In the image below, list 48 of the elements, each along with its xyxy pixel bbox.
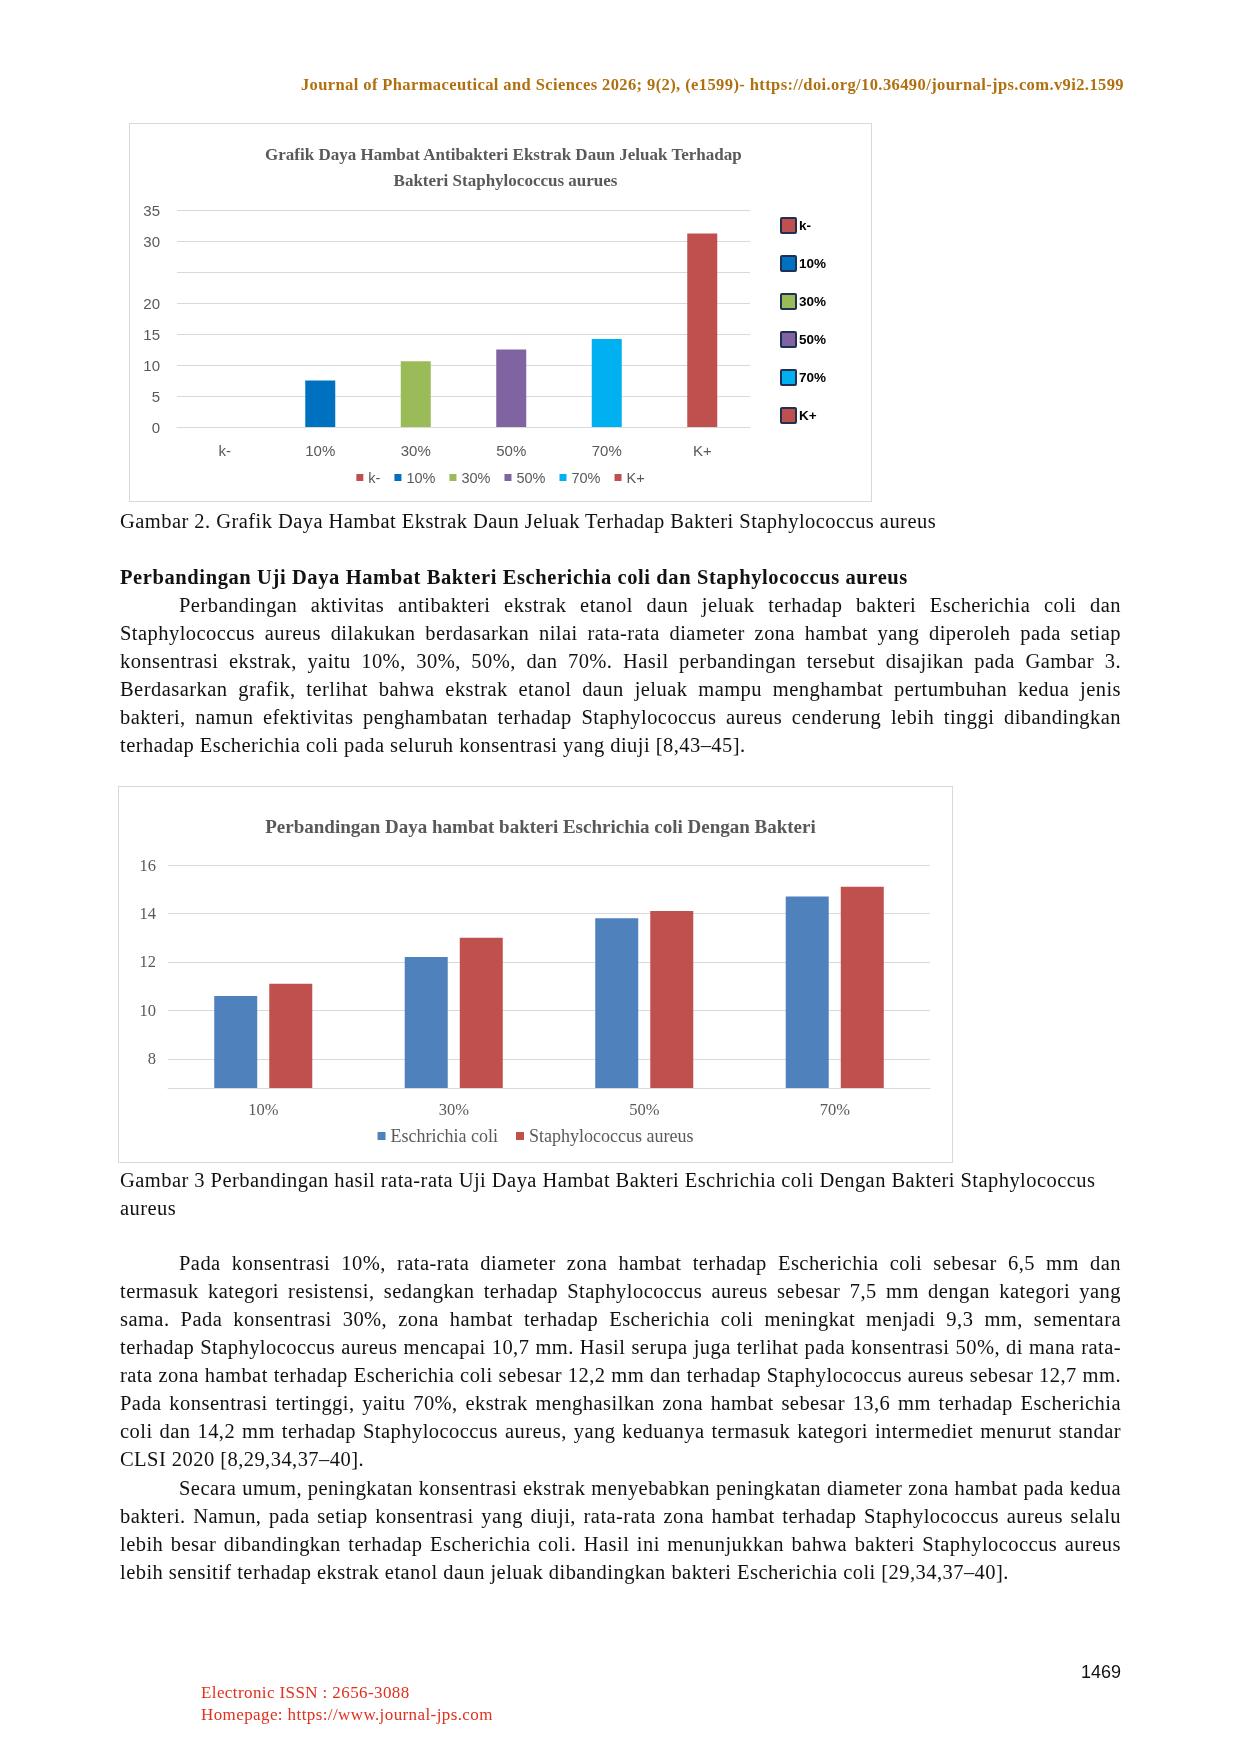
legend-label: Staphylococcus aureus bbox=[529, 1126, 694, 1146]
text: k- bbox=[799, 218, 812, 233]
x-tick-label: 50% bbox=[629, 1100, 660, 1119]
text: Gambar 2. Grafik Daya Hambat Ekstrak Daun Jeluak Terhadap Bakteri Staphylococcus aureus bbox=[120, 509, 938, 535]
x-tick-label: 50% bbox=[496, 442, 527, 459]
text: Secara umum, peningkatan konsentrasi ekstrak menyebabkan peningkatan diameter zona hambat pada kedua bakteri. Namun, pada setiap konsentrasi yang diuji, rata-rata zona hambat terhadap Staphylococcus aureus selalu lebih besar dibandingkan terhadap Escherichia coli. Hasil ini menunjukkan bahwa bakteri Staphylococcus aureus lebih sensitif terhadap ekstrak etanol daun jeluak dibandingkan bakteri Escherichia coli [29,34,37–40]. bbox=[120, 1476, 1121, 1586]
text: Perbandingan aktivitas antibakteri ekstrak etanol daun jeluak terhadap bakteri Escherichia coli dan Staphylococcus aureus dilakukan berdasarkan nilai rata-rata diameter zona hambat yang diperoleh pada setiap konsentrasi ekstrak, yaitu 10%, 30%, 50%, dan 70%. Hasil perbandingan tersebut disajikan pada Gambar 3. Berdasarkan grafik, terlihat bahwa ekstrak etanol daun jeluak mampu menghambat pertumbuhan kedua jenis bakteri, namun efektivitas penghambatan terhadap Staphylococcus aureus cenderung lebih tinggi dibandingkan terhadap Escherichia coli pada seluruh konsentrasi yang diuji [8,43–45]. bbox=[120, 593, 1121, 759]
x-tick-label: k- bbox=[218, 442, 231, 459]
text: K+ bbox=[799, 408, 817, 423]
y-tick-label: 20 bbox=[143, 294, 160, 312]
y-tick-label: 10 bbox=[143, 356, 160, 374]
y-tick-label: 0 bbox=[151, 418, 160, 436]
y-tick-label: 8 bbox=[147, 1049, 156, 1069]
y-tick-label: 16 bbox=[139, 855, 156, 875]
legend-label: 70% bbox=[571, 469, 601, 486]
y-tick-label: 10 bbox=[139, 1000, 156, 1020]
legend-label: 10% bbox=[406, 469, 436, 486]
text: 70% bbox=[799, 370, 827, 385]
text: Gambar 3 Perbandingan hasil rata-rata Uji Daya Hambat Bakteri Eschrichia coli Dengan Bakteri Staphylococcus aureus bbox=[120, 1168, 1097, 1221]
x-tick-label: 30% bbox=[438, 1100, 470, 1119]
y-tick-label: 15 bbox=[143, 325, 160, 343]
legend-label: K+ bbox=[626, 469, 645, 486]
y-tick-label: 35 bbox=[143, 201, 160, 219]
text: Electronic ISSN : 2656-3088 bbox=[201, 1683, 410, 1703]
text: 1469 bbox=[1080, 1661, 1121, 1684]
x-tick-label: 70% bbox=[819, 1100, 851, 1119]
text: 50% bbox=[799, 332, 827, 347]
y-tick-label: 30 bbox=[143, 232, 160, 250]
text: 30% bbox=[799, 294, 827, 309]
legend-label: k- bbox=[368, 469, 381, 486]
x-tick-label: 10% bbox=[248, 1100, 279, 1119]
text: Perbandingan Uji Daya Hambat Bakteri Escherichia coli dan Staphylococcus aureus bbox=[120, 565, 909, 591]
x-tick-label: 70% bbox=[591, 442, 622, 459]
x-tick-label: K+ bbox=[692, 442, 712, 459]
legend-label: Eschrichia coli bbox=[390, 1126, 499, 1146]
chart-title: Perbandingan Daya hambat bakteri Eschrichia coli Dengan Bakteri bbox=[265, 815, 816, 837]
y-tick-label: 14 bbox=[139, 903, 156, 923]
legend-label: 30% bbox=[461, 469, 491, 486]
chart-title: Grafik Daya Hambat Antibakteri Ekstrak Daun Jeluak Terhadap Bakteri Staphylococcus aurues bbox=[265, 144, 746, 190]
text: 10% bbox=[799, 256, 827, 271]
y-tick-label: 5 bbox=[151, 387, 160, 405]
text: Homepage: https://www.journal-jps.com bbox=[201, 1705, 493, 1725]
legend-label: 50% bbox=[516, 469, 546, 486]
x-tick-label: 10% bbox=[305, 442, 336, 459]
text: Journal of Pharmaceutical and Sciences 2026; 9(2), (e1599)- https://doi.org/10.36490/journal-jps.com.v9i2.1599 bbox=[300, 75, 1124, 95]
y-tick-label: 12 bbox=[139, 952, 156, 972]
x-tick-label: 30% bbox=[400, 442, 431, 459]
text: Pada konsentrasi 10%, rata-rata diameter zona hambat terhadap Escherichia coli sebesar 6,5 mm dan termasuk kategori resistensi, sedangkan terhadap Staphylococcus aureus sebesar 7,5 mm dengan kategori yang sama. Pada konsentrasi 30%, zona hambat terhadap Escherichia coli meningkat menjadi 9,3 mm, sementara terhadap Staphylococcus aureus mencapai 10,7 mm. Hasil serupa juga terlihat pada konsentrasi 50%, di mana rata-rata zona hambat terhadap Escherichia coli sebesar 12,2 mm dan terhadap Staphylococcus aureus sebesar 12,7 mm. Pada konsentrasi tertinggi, yaitu 70%, ekstrak menghasilkan zona hambat sebesar 13,6 mm terhadap Escherichia coli dan 14,2 mm terhadap Staphylococcus aureus, yang keduanya termasuk kategori intermediet menurut standar CLSI 2020 [8,29,34,37–40]. bbox=[120, 1251, 1121, 1472]
